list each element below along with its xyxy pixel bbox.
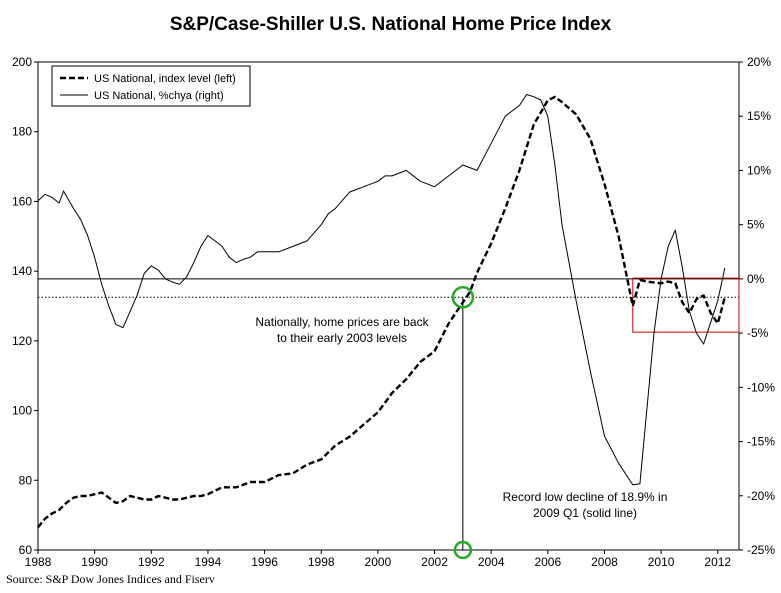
left-tick-label: 100 xyxy=(12,404,32,418)
left-tick-label: 80 xyxy=(19,473,33,487)
legend-box xyxy=(51,65,251,107)
x-tick-label: 2010 xyxy=(648,555,675,569)
chart-title: S&P/Case-Shiller U.S. National Home Pric… xyxy=(169,14,612,35)
highlight-box xyxy=(632,277,740,333)
right-tick-label: -10% xyxy=(747,380,775,394)
marker-axis-circle xyxy=(453,540,473,560)
left-tick-label: 180 xyxy=(12,125,32,139)
annotation-record-low-line1: Record low decline of 18.9% in xyxy=(503,490,668,504)
right-tick-label: -25% xyxy=(747,543,775,557)
left-tick-label: 200 xyxy=(12,55,32,69)
x-tick-label: 2012 xyxy=(704,555,731,569)
right-tick-label: -5% xyxy=(747,326,769,340)
x-tick-label: 2002 xyxy=(421,555,448,569)
right-tick-label: 15% xyxy=(747,109,771,123)
left-tick-label: 140 xyxy=(12,264,32,278)
x-tick-label: 1994 xyxy=(195,555,222,569)
source-note: Source: S&P Dow Jones Indices and Fiserv xyxy=(6,572,215,586)
annotation-early-2003-line2: to their early 2003 levels xyxy=(277,331,407,345)
series-line-index-level xyxy=(37,95,726,529)
x-tick-label: 1992 xyxy=(138,555,165,569)
x-tick-label: 2004 xyxy=(478,555,505,569)
x-tick-label: 1990 xyxy=(81,555,108,569)
x-tick-label: 2000 xyxy=(365,555,392,569)
right-tick-label: 20% xyxy=(747,55,771,69)
x-tick-label: 2006 xyxy=(534,555,561,569)
left-tick-label: 160 xyxy=(12,194,32,208)
x-tick-label: 1998 xyxy=(308,555,335,569)
annotation-record-low-line2: 2009 Q1 (solid line) xyxy=(533,506,637,520)
right-tick-label: 5% xyxy=(747,218,765,232)
right-tick-label: 0% xyxy=(747,272,765,286)
right-tick-label: 10% xyxy=(747,163,771,177)
x-tick-label: 2008 xyxy=(591,555,618,569)
legend-label-percent-chya: US National, %chya (right) xyxy=(94,90,224,102)
right-tick-label: -15% xyxy=(747,435,775,449)
series-line-percent-chya xyxy=(37,94,726,486)
left-tick-label: 120 xyxy=(12,334,32,348)
legend-label-index-level: US National, index level (left) xyxy=(94,73,236,85)
right-tick-label: -20% xyxy=(747,489,775,503)
x-tick-label: 1988 xyxy=(25,555,52,569)
annotation-early-2003-line1: Nationally, home prices are back xyxy=(255,315,429,329)
x-tick-label: 1996 xyxy=(251,555,278,569)
marker-early-2003-circle xyxy=(451,286,475,309)
left-tick-label: 60 xyxy=(19,543,33,557)
